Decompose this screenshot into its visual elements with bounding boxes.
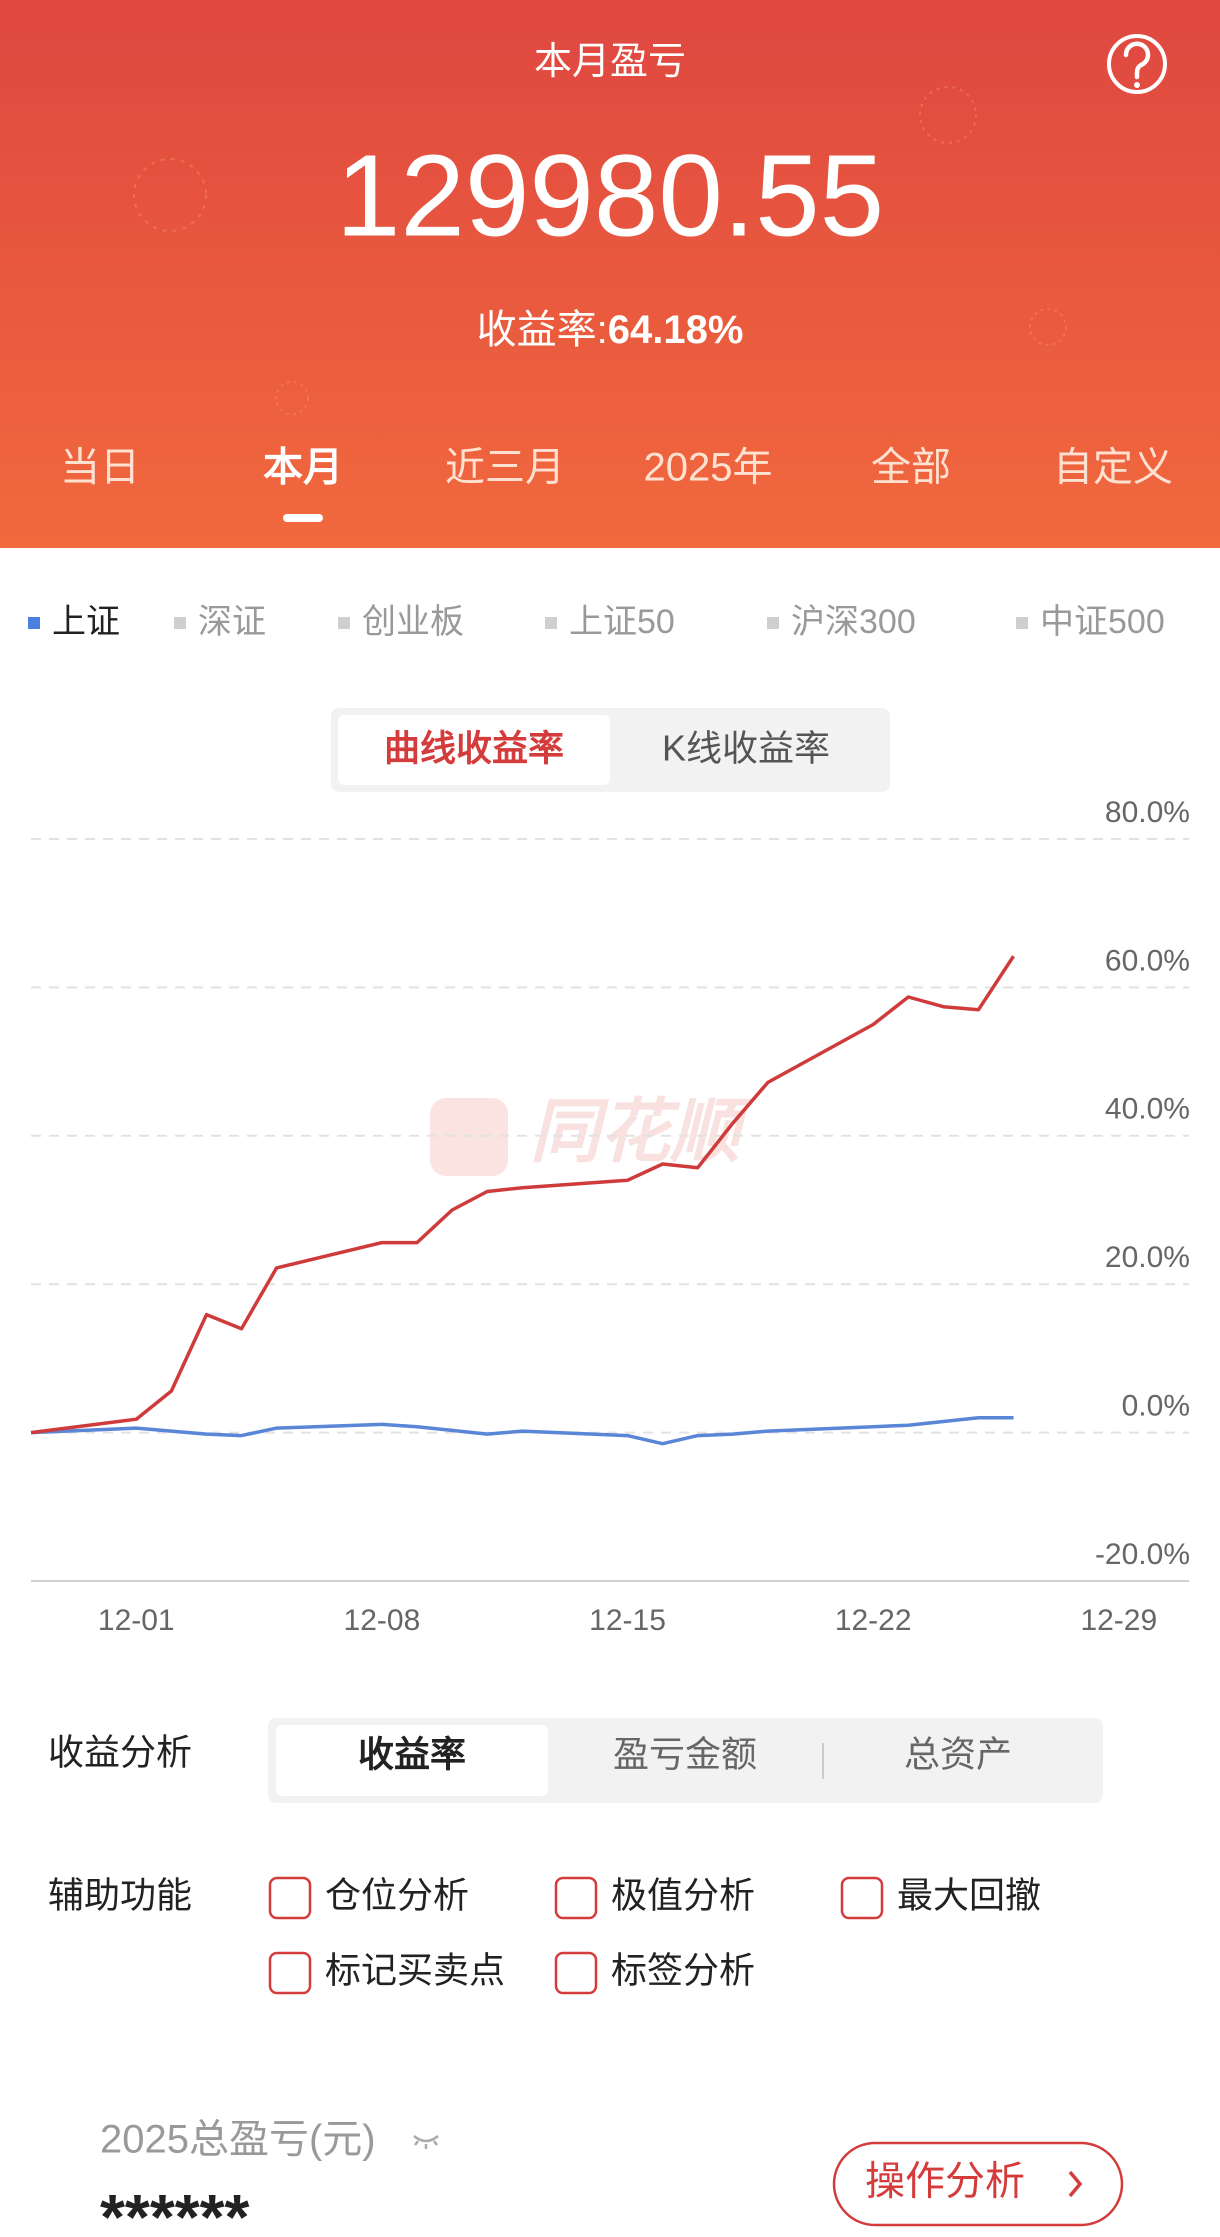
tab[interactable]: 当日 bbox=[60, 446, 140, 490]
series-line bbox=[30, 955, 1015, 1435]
legend-label[interactable]: 中证500 bbox=[1040, 603, 1165, 641]
chart: 同花顺 -20.0% 0.0% 20.0% 40.0% 60.0% 80.0% 12-01 12… bbox=[30, 796, 1190, 1637]
x-tick-label: 12-08 bbox=[344, 1604, 421, 1637]
x-tick-label: 12-01 bbox=[98, 1604, 175, 1637]
checkbox[interactable] bbox=[554, 1951, 598, 1995]
legend-label[interactable]: 沪深300 bbox=[791, 603, 916, 641]
header-pattern bbox=[133, 86, 1067, 415]
footer-label: 2025总盈亏(元) bbox=[100, 2118, 376, 2162]
action-button-label[interactable]: 操作分析 bbox=[865, 2160, 1025, 2204]
tab[interactable]: 近三月 bbox=[445, 446, 565, 490]
tab[interactable]: 2025年 bbox=[644, 446, 773, 490]
tab[interactable]: 自定义 bbox=[1053, 446, 1173, 490]
y-tick-label: 60.0% bbox=[1105, 944, 1190, 977]
tab[interactable]: 本月 bbox=[263, 446, 343, 490]
mode-option[interactable]: 曲线收益率 bbox=[384, 728, 564, 769]
legend-marker[interactable] bbox=[338, 617, 350, 629]
analysis-option[interactable]: 盈亏金额 bbox=[613, 1734, 757, 1775]
checkbox[interactable] bbox=[840, 1876, 884, 1920]
help-icon[interactable] bbox=[1107, 34, 1167, 94]
action-button[interactable] bbox=[832, 2141, 1124, 2227]
header-rate: 收益率:64.18% bbox=[477, 308, 744, 352]
aux-label: 辅助功能 bbox=[48, 1875, 192, 1916]
action-chevron[interactable] bbox=[1068, 2170, 1083, 2198]
tabs: 当日 本月 近三月 2025年 全部 自定义 bbox=[60, 446, 1173, 522]
y-tick-label: 80.0% bbox=[1105, 796, 1190, 829]
y-tick-label: -20.0% bbox=[1095, 1538, 1190, 1571]
help-dot[interactable] bbox=[1134, 82, 1140, 88]
legend-marker[interactable] bbox=[174, 617, 186, 629]
header-bg bbox=[0, 0, 1220, 548]
checkbox-label[interactable]: 极值分析 bbox=[611, 1875, 755, 1916]
help-glyph[interactable] bbox=[1123, 41, 1151, 80]
y-tick-label: 0.0% bbox=[1122, 1390, 1190, 1423]
header-value: 129980.55 bbox=[336, 131, 884, 261]
legend-label[interactable]: 创业板 bbox=[362, 603, 464, 641]
tab[interactable]: 全部 bbox=[871, 446, 951, 490]
index-legend: 上证 深证 创业板 上证50 沪深300 中证500 bbox=[28, 603, 1165, 641]
legend-marker[interactable] bbox=[767, 617, 779, 629]
checkbox-label[interactable]: 仓位分析 bbox=[325, 1875, 469, 1916]
checkbox-label[interactable]: 最大回撤 bbox=[897, 1875, 1041, 1916]
footer: 2025总盈亏(元) ****** 操作分析 bbox=[100, 2118, 1124, 2237]
checkbox[interactable] bbox=[268, 1951, 312, 1995]
legend-label[interactable]: 上证 bbox=[52, 603, 120, 641]
x-tick-label: 12-15 bbox=[589, 1604, 666, 1637]
watermark-logo bbox=[430, 1098, 508, 1176]
rate-value: 64.18% bbox=[608, 308, 744, 352]
help-circle[interactable] bbox=[1107, 34, 1167, 94]
analysis-option[interactable]: 收益率 bbox=[358, 1734, 466, 1775]
mode-option[interactable]: K线收益率 bbox=[662, 728, 830, 769]
x-tick-label: 12-22 bbox=[835, 1604, 912, 1637]
y-tick-label: 40.0% bbox=[1105, 1093, 1190, 1126]
analysis-active-bg bbox=[276, 1725, 548, 1796]
legend-label[interactable]: 上证50 bbox=[569, 603, 675, 641]
checkbox[interactable] bbox=[554, 1876, 598, 1920]
legend-label[interactable]: 深证 bbox=[198, 603, 266, 641]
rate-label: 收益率: bbox=[477, 308, 608, 352]
footer-value: ****** bbox=[100, 2181, 250, 2237]
legend-marker[interactable] bbox=[28, 617, 40, 629]
analysis-row: 收益分析 收益率 盈亏金额 总资产 bbox=[48, 1718, 1103, 1803]
watermark: 同花顺 bbox=[530, 1092, 753, 1170]
tab-indicator bbox=[283, 514, 323, 522]
checkbox-label[interactable]: 标签分析 bbox=[611, 1950, 755, 1991]
mode-options: 曲线收益率 K线收益率 bbox=[338, 715, 830, 785]
analysis-label: 收益分析 bbox=[48, 1732, 192, 1773]
analysis-option[interactable]: 总资产 bbox=[904, 1734, 1012, 1775]
checkbox[interactable] bbox=[268, 1876, 312, 1920]
eye-icon[interactable] bbox=[413, 2135, 439, 2149]
y-tick-label: 20.0% bbox=[1105, 1241, 1190, 1274]
mode-active-bg bbox=[338, 715, 610, 785]
series-line bbox=[30, 1416, 1014, 1446]
x-tick-label: 12-29 bbox=[1080, 1604, 1157, 1637]
legend-marker[interactable] bbox=[545, 617, 557, 629]
legend-marker[interactable] bbox=[1016, 617, 1028, 629]
header-title: 本月盈亏 bbox=[534, 41, 686, 83]
checkbox-label[interactable]: 标记买卖点 bbox=[325, 1950, 505, 1991]
